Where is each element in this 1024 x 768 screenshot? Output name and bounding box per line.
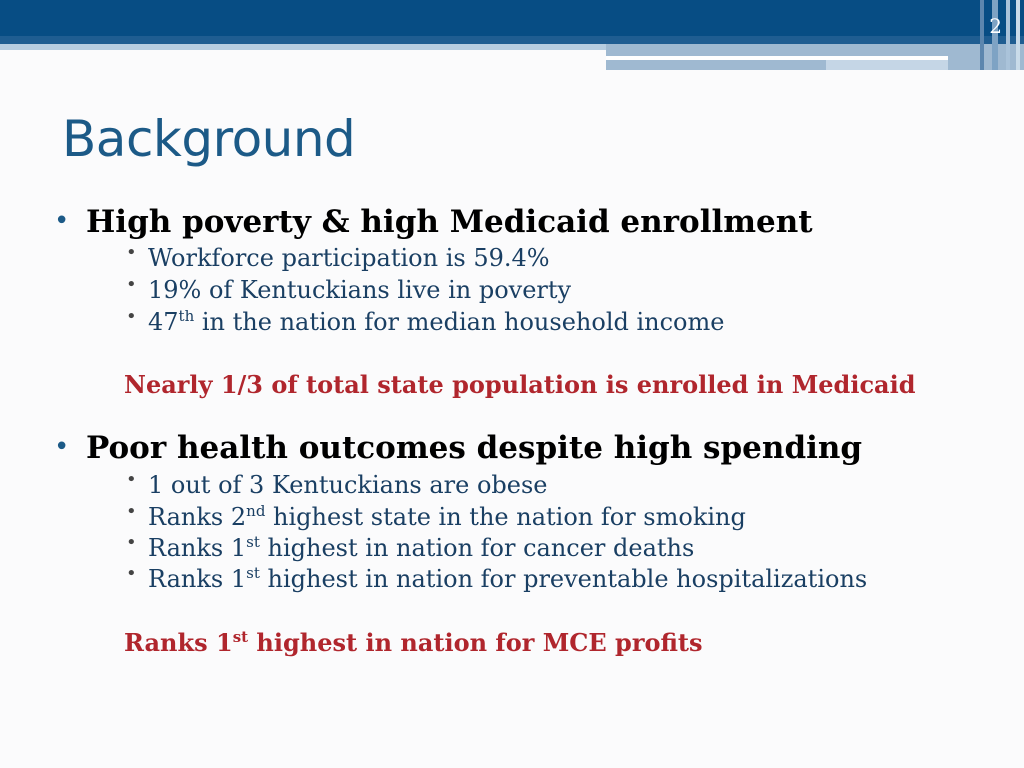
header-band-right-low [826, 60, 948, 70]
ordinal-suffix: st [246, 533, 260, 551]
list-item-text: Ranks 1st highest in nation for cancer d… [148, 533, 695, 562]
bullet-icon: • [54, 206, 70, 236]
list-item-text: 19% of Kentuckians live in poverty [148, 276, 572, 304]
list-item-text: Workforce participation is 59.4% [148, 244, 550, 272]
list-item-text: Ranks 2nd highest state in the nation fo… [148, 502, 746, 531]
ordinal-suffix: st [232, 628, 249, 646]
ordinal-suffix: st [246, 564, 260, 582]
section-heading-text: High poverty & high Medicaid enrollment [86, 204, 813, 240]
callout-medicaid: Nearly 1/3 of total state population is … [124, 370, 916, 399]
bullet-icon: • [126, 469, 137, 490]
list-item-text: 47th in the nation for median household … [148, 307, 725, 336]
header-stripe [1006, 0, 1010, 70]
header-stripe [980, 0, 984, 70]
list-item-text: Ranks 1st highest in nation for preventa… [148, 564, 868, 593]
bullet-icon: • [126, 306, 137, 327]
ordinal-suffix: th [178, 307, 195, 325]
header-band-dark [0, 0, 1024, 36]
list-item-text: 1 out of 3 Kentuckians are obese [148, 471, 548, 499]
ordinal-suffix: nd [246, 502, 266, 520]
bullet-icon: • [126, 501, 137, 522]
header-band-mid [0, 36, 1024, 44]
header-stripe [992, 0, 998, 70]
page-number: 2 [989, 14, 1002, 38]
bullet-icon: • [126, 532, 137, 553]
slide-title: Background [62, 110, 356, 168]
header-stripe [1016, 0, 1020, 70]
callout-mce-profits: Ranks 1st highest in nation for MCE prof… [124, 628, 703, 657]
section-heading-text: Poor health outcomes despite high spendi… [86, 430, 863, 466]
bullet-icon: • [54, 432, 70, 462]
header-band-light [0, 44, 608, 50]
bullet-icon: • [126, 563, 137, 584]
bullet-icon: • [126, 274, 137, 295]
bullet-icon: • [126, 242, 137, 263]
header-band-right-line [606, 56, 948, 60]
